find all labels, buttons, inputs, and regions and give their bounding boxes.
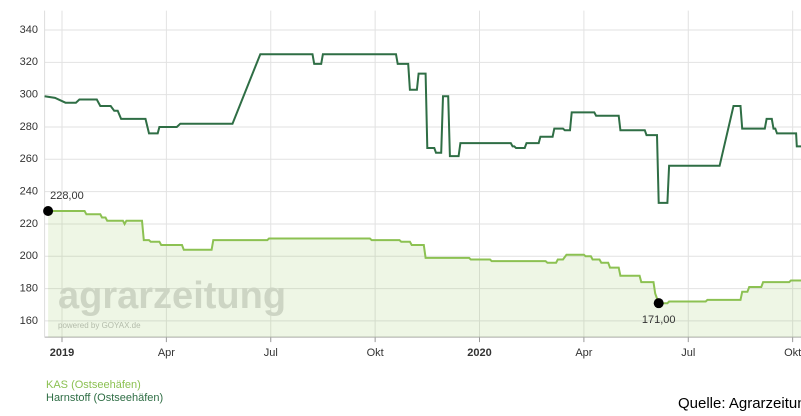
legend-entry: Harnstoff (Ostseehäfen) [46, 392, 163, 404]
marker [653, 298, 664, 309]
plot [44, 10, 801, 338]
y-tick-label: 240 [20, 186, 38, 198]
x-tick-label: Apr [575, 347, 592, 359]
y-tick-label: 220 [20, 218, 38, 230]
legend-entry: KAS (Ostseehäfen) [46, 379, 141, 391]
y-tick-label: 260 [20, 153, 38, 165]
line [48, 210, 801, 305]
source: Quelle: Agrarzeitung [678, 395, 801, 412]
y-tick-label: 300 [20, 89, 38, 101]
marker-label: 228,00 [50, 190, 84, 202]
y-tick-label: 340 [20, 24, 38, 36]
x-tick-label: Apr [158, 347, 175, 359]
x-tick-label: Okt [367, 347, 384, 359]
watermark-sub: powered by GOYAX.de [58, 321, 141, 330]
x-tick-label: Okt [784, 347, 801, 359]
y-tick-label: 280 [20, 121, 38, 133]
x-tick-label: Jul [681, 347, 695, 359]
marker-label: 171,00 [642, 314, 676, 326]
area [48, 211, 801, 338]
x-tick-label: 2020 [467, 347, 491, 359]
y-tick-label: 320 [20, 56, 38, 68]
y-tick-label: 200 [20, 250, 38, 262]
y-tick-label: 180 [20, 283, 38, 295]
watermark: agrarzeitung [58, 275, 286, 317]
x-tick-label: Jul [264, 347, 278, 359]
marker [43, 206, 54, 217]
y-tick-label: 160 [20, 315, 38, 327]
line [44, 53, 801, 204]
x-tick-label: 2019 [50, 347, 74, 359]
